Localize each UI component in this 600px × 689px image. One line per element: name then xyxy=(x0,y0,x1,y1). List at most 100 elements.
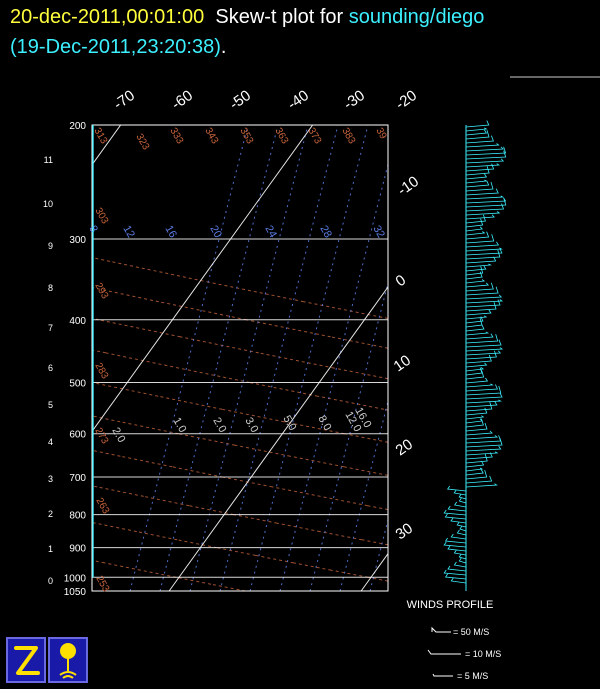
wind-barb xyxy=(465,460,485,468)
wind-barb xyxy=(465,188,499,196)
dry-adiabat-label: 283 xyxy=(92,361,110,381)
temperature-label: 20 xyxy=(393,436,416,459)
height-label: 0 xyxy=(48,576,53,586)
wind-barb xyxy=(465,445,502,452)
wind-barb xyxy=(465,294,503,300)
adiabat-labels: 313 323 333 343 353 363 373 383 39 303 293 283 273 26… xyxy=(91,126,388,594)
dry-adiabat-label: 303 xyxy=(92,206,110,226)
height-label: 4 xyxy=(48,437,53,447)
wind-barb xyxy=(458,497,467,504)
pressure-label: 700 xyxy=(69,473,86,484)
wind-barb xyxy=(447,545,467,552)
wind-barb xyxy=(465,418,483,424)
wind-barb xyxy=(465,385,502,396)
height-label: 8 xyxy=(48,283,53,293)
wind-barb xyxy=(465,401,498,408)
wind-barb xyxy=(465,418,484,428)
mixing-ratio-label: 12 xyxy=(120,224,137,241)
wind-legend-label-50: = 50 M/S xyxy=(453,627,489,637)
winds-profile-label: WINDS PROFILE xyxy=(407,599,494,611)
moist-adiabat-label: 8.0 xyxy=(315,414,333,433)
pressure-label: 600 xyxy=(69,430,86,441)
wind-barb xyxy=(465,370,485,380)
mixing-ratio-line xyxy=(129,124,249,592)
wind-barb xyxy=(465,362,488,368)
wind-barb xyxy=(458,557,467,564)
wind-barb xyxy=(465,407,488,416)
wind-barb xyxy=(465,218,484,228)
wind-profile xyxy=(443,120,507,591)
wind-barb xyxy=(465,179,488,184)
pressure-label: 200 xyxy=(69,121,86,132)
wind-barb xyxy=(453,561,467,568)
temperature-label: 10 xyxy=(391,352,414,375)
wind-barb xyxy=(465,256,497,264)
wind-barb xyxy=(465,324,485,332)
wind-barb xyxy=(450,577,467,584)
wind-barb xyxy=(465,299,501,308)
mixing-ratio-line xyxy=(339,401,389,592)
temperature-label: 0 xyxy=(393,272,410,291)
wind-barb xyxy=(465,367,483,376)
wind-barb xyxy=(465,384,498,392)
temperature-label: -50 xyxy=(227,87,255,113)
temperature-label: -70 xyxy=(111,87,139,113)
wind-barb xyxy=(465,265,487,272)
wind-barb xyxy=(458,553,467,560)
wind-barb xyxy=(465,231,490,240)
dry-adiabat-label: 383 xyxy=(339,126,357,146)
wind-barb xyxy=(465,467,484,472)
wind-barb xyxy=(456,529,467,536)
wind-barb xyxy=(465,334,499,344)
wind-barb xyxy=(465,130,490,140)
wind-barb xyxy=(465,315,488,320)
wind-barb xyxy=(465,146,507,156)
wind-barb xyxy=(465,195,505,200)
isotherms xyxy=(91,124,389,592)
wind-legend-barb-10 xyxy=(427,649,461,655)
temperature-label: -20 xyxy=(393,87,421,113)
wind-barb xyxy=(465,399,503,404)
wind-barb xyxy=(465,475,493,484)
wind-barb xyxy=(447,505,467,512)
wind-barb xyxy=(454,501,467,508)
wind-barb xyxy=(465,333,494,340)
wind-barb xyxy=(465,234,495,244)
wind-barb xyxy=(453,489,467,496)
temperature-label: -40 xyxy=(285,87,313,113)
wind-barb xyxy=(465,451,499,456)
wind-barb xyxy=(465,214,495,220)
dry-adiabat-label: 263 xyxy=(93,496,111,516)
moist-adiabat-label: 2.0 xyxy=(109,426,127,445)
observation-time: (19-Dec-2011,23:20:38) xyxy=(10,36,221,58)
mixing-ratio-line xyxy=(189,124,309,592)
pressure-label: 300 xyxy=(69,235,86,246)
wind-barb xyxy=(465,354,492,364)
mixing-ratio-label: 28 xyxy=(317,224,334,241)
wind-barb xyxy=(465,483,498,488)
wind-barb xyxy=(465,135,494,144)
isotherm-line xyxy=(91,124,314,432)
temperature-label: -10 xyxy=(395,173,423,199)
wind-barb xyxy=(459,525,467,532)
wind-barb xyxy=(465,263,492,268)
isobars xyxy=(92,238,388,578)
wind-barb xyxy=(453,549,467,556)
wind-barb xyxy=(465,331,490,336)
wind-barb xyxy=(465,316,484,324)
wind-barb xyxy=(450,517,467,524)
page-title: 20-dec-2011,00:01:00 Skew-t plot for sou… xyxy=(10,2,600,62)
dry-adiabat-line xyxy=(91,382,389,443)
wind-barb xyxy=(465,163,500,168)
wind-barb xyxy=(465,435,499,440)
pressure-label: 800 xyxy=(69,511,86,522)
dry-adiabat-line xyxy=(91,559,246,592)
mixing-ratio-line xyxy=(159,124,279,592)
height-label: 2 xyxy=(48,509,53,519)
wind-barb xyxy=(443,541,467,548)
wind-barb xyxy=(465,469,484,476)
wind-barb xyxy=(444,513,467,520)
mixing-ratio-label: 16 xyxy=(162,224,179,241)
dry-adiabat-label: 39 xyxy=(373,126,388,142)
